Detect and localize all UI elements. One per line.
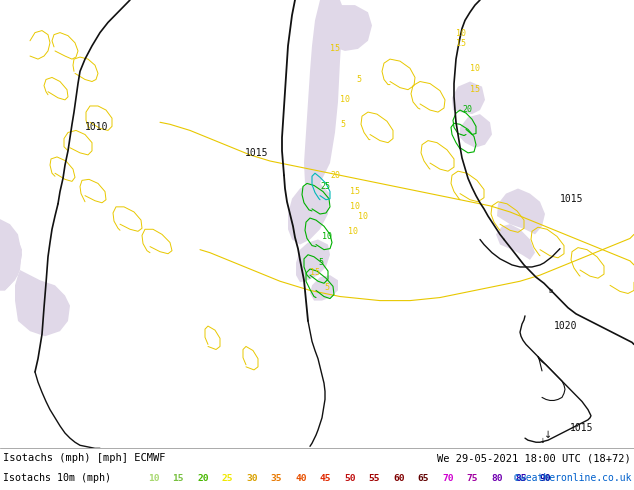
Text: 25: 25 (221, 474, 233, 483)
Text: 1015: 1015 (570, 423, 593, 433)
Text: We 29-05-2021 18:00 UTC (18+72): We 29-05-2021 18:00 UTC (18+72) (437, 453, 631, 463)
Polygon shape (296, 240, 330, 282)
Text: b: b (548, 289, 552, 294)
Text: 15: 15 (310, 268, 320, 277)
Polygon shape (288, 183, 330, 245)
Text: 1015: 1015 (245, 148, 269, 158)
Text: 10: 10 (148, 474, 160, 483)
Text: 10: 10 (456, 28, 466, 38)
Text: 5: 5 (324, 283, 329, 293)
Text: 5: 5 (356, 74, 361, 83)
Text: 20: 20 (197, 474, 209, 483)
Text: 40: 40 (295, 474, 306, 483)
Text: 35: 35 (271, 474, 282, 483)
Text: ©weatheronline.co.uk: ©weatheronline.co.uk (514, 473, 631, 483)
Text: 30: 30 (246, 474, 257, 483)
Text: 15: 15 (172, 474, 184, 483)
Text: 60: 60 (393, 474, 404, 483)
Text: 10: 10 (348, 227, 358, 236)
Text: ↓: ↓ (544, 430, 552, 440)
Text: 90: 90 (540, 474, 552, 483)
Text: 75: 75 (467, 474, 478, 483)
Polygon shape (15, 270, 70, 336)
Text: 5: 5 (318, 258, 323, 267)
Text: 80: 80 (491, 474, 503, 483)
Polygon shape (318, 5, 372, 51)
Polygon shape (496, 224, 535, 260)
Text: 15: 15 (456, 39, 466, 48)
Text: 55: 55 (368, 474, 380, 483)
Text: 15: 15 (470, 85, 480, 94)
Text: 65: 65 (418, 474, 429, 483)
Text: 1015: 1015 (560, 194, 583, 204)
Polygon shape (497, 189, 545, 234)
Polygon shape (310, 275, 338, 300)
Text: 50: 50 (344, 474, 356, 483)
Text: 20: 20 (462, 105, 472, 114)
Text: 15: 15 (330, 44, 340, 53)
Polygon shape (0, 219, 22, 291)
Text: 10: 10 (350, 202, 360, 211)
Text: 45: 45 (320, 474, 331, 483)
Text: 85: 85 (515, 474, 527, 483)
Polygon shape (0, 224, 22, 291)
Text: ↓: ↓ (540, 438, 546, 444)
Text: 1020: 1020 (554, 321, 578, 331)
Text: 5: 5 (340, 121, 345, 129)
Polygon shape (460, 114, 492, 148)
Text: Isotachs 10m (mph): Isotachs 10m (mph) (3, 473, 111, 483)
Polygon shape (304, 0, 344, 194)
Text: 10: 10 (322, 232, 332, 242)
Text: 1010: 1010 (85, 122, 108, 132)
Text: Isotachs (mph) [mph] ECMWF: Isotachs (mph) [mph] ECMWF (3, 453, 165, 463)
Text: 20: 20 (330, 172, 340, 180)
Text: 70: 70 (442, 474, 453, 483)
Text: 25: 25 (320, 181, 330, 191)
Text: 10: 10 (340, 95, 350, 104)
Text: 10: 10 (470, 64, 480, 74)
Text: 15: 15 (350, 187, 360, 196)
Text: 10: 10 (358, 212, 368, 221)
Polygon shape (452, 81, 485, 114)
